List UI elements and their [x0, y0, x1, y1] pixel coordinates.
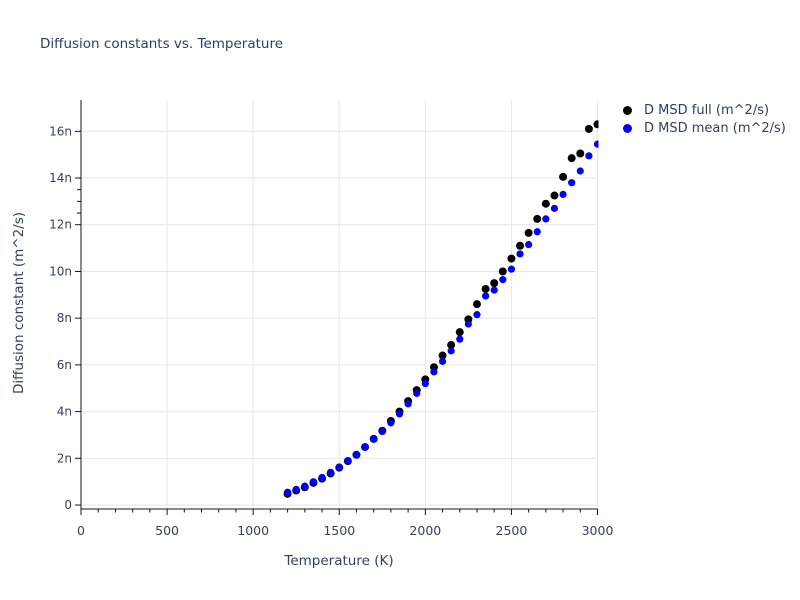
scatter-point-mean: [507, 265, 516, 273]
scatter-point-mean: [516, 250, 524, 258]
scatter-point-mean: [456, 335, 464, 343]
scatter-point-mean: [550, 204, 559, 212]
scatter-point-full: [438, 351, 447, 360]
scatter-point-mean: [404, 400, 412, 408]
scatter-point-mean: [395, 410, 404, 418]
chart-title: Diffusion constants vs. Temperature: [40, 36, 284, 52]
scatter-point-mean: [490, 286, 498, 294]
y-tick-label: 6n: [57, 358, 72, 372]
scatter-point-mean: [309, 478, 318, 486]
scatter-point-mean: [327, 468, 335, 476]
scatter-point-mean: [481, 292, 490, 300]
scatter-point-full: [472, 300, 481, 309]
scatter-point-full: [481, 284, 490, 293]
scatter-point-mean: [292, 485, 300, 493]
scatter-point-mean: [378, 427, 386, 436]
y-tick-label: 14n: [49, 171, 72, 185]
scatter-point-full: [541, 199, 550, 208]
scatter-point-mean: [464, 320, 472, 328]
scatter-point-full: [498, 267, 507, 276]
scatter-point-full: [524, 228, 533, 237]
legend-item-full[interactable]: D MSD full (m^2/s): [614, 103, 786, 118]
scatter-point-mean: [352, 450, 361, 459]
scatter-point-mean: [525, 240, 533, 249]
scatter-point-full: [550, 191, 559, 200]
scatter-point-mean: [447, 347, 455, 355]
scatter-point-full: [567, 154, 576, 163]
scatter-point-mean: [284, 488, 292, 496]
x-tick-label: 2500: [496, 523, 528, 538]
y-tick-label: 16n: [49, 124, 72, 138]
scatter-point-full: [516, 241, 525, 250]
scatter-point-mean: [335, 463, 343, 471]
x-tick-label: 0: [77, 523, 85, 538]
scatter-point-mean: [413, 389, 421, 397]
legend-item-mean[interactable]: D MSD mean (m^2/s): [614, 121, 786, 136]
scatter-point-mean: [593, 140, 599, 148]
mean-series-marker-icon: [623, 124, 632, 133]
scatter-point-full: [455, 328, 464, 337]
scatter-point-mean: [430, 368, 438, 376]
y-tick-label: 12n: [49, 218, 72, 232]
scatter-point-mean: [473, 311, 481, 319]
scatter-point-mean: [438, 357, 447, 365]
y-axis-title: Diffusion constant (m^2/s): [11, 211, 27, 395]
x-tick-label: 3000: [582, 523, 614, 538]
y-tick-label: 2n: [57, 451, 72, 465]
scatter-point-mean: [499, 276, 507, 284]
y-tick-label: 4n: [57, 405, 72, 419]
scatter-point-mean: [533, 228, 541, 236]
scatter-point-mean: [542, 215, 550, 223]
scatter-point-full: [507, 254, 516, 263]
scatter-point-mean: [370, 435, 378, 443]
full-series-marker-icon: [623, 106, 632, 115]
legend-label-mean: D MSD mean (m^2/s): [644, 121, 786, 136]
scatter-point-mean: [559, 190, 567, 198]
x-tick-label: 1500: [323, 523, 355, 538]
x-tick-label: 500: [155, 523, 179, 538]
y-tick-label: 10n: [49, 264, 72, 278]
scatter-point-mean: [344, 457, 352, 465]
scatter-point-full: [559, 172, 568, 181]
scatter-point-mean: [318, 473, 326, 482]
scatter-point-mean: [568, 179, 576, 187]
x-axis-title: Temperature (K): [284, 553, 394, 569]
x-tick-label: 2000: [409, 523, 441, 538]
scatter-point-mean: [387, 419, 395, 427]
y-tick-label: 0: [64, 498, 72, 512]
scatter-point-full: [576, 149, 585, 158]
scatter-point-full: [593, 120, 599, 129]
legend-label-full: D MSD full (m^2/s): [644, 103, 770, 118]
scatter-layer: [283, 120, 599, 498]
scatter-point-mean: [301, 482, 309, 490]
scatter-point-full: [584, 124, 593, 133]
y-tick-label: 8n: [57, 311, 72, 325]
x-tick-label: 1000: [237, 523, 269, 538]
legend: D MSD full (m^2/s) D MSD mean (m^2/s): [614, 103, 786, 136]
scatter-point-full: [533, 214, 542, 223]
scatter-point-mean: [421, 379, 429, 388]
scatter-point-mean: [576, 167, 584, 175]
scatter-point-mean: [585, 152, 593, 160]
scatter-point-mean: [361, 443, 369, 451]
scatter-point-full: [490, 279, 499, 288]
scatter-point-full: [447, 341, 456, 350]
